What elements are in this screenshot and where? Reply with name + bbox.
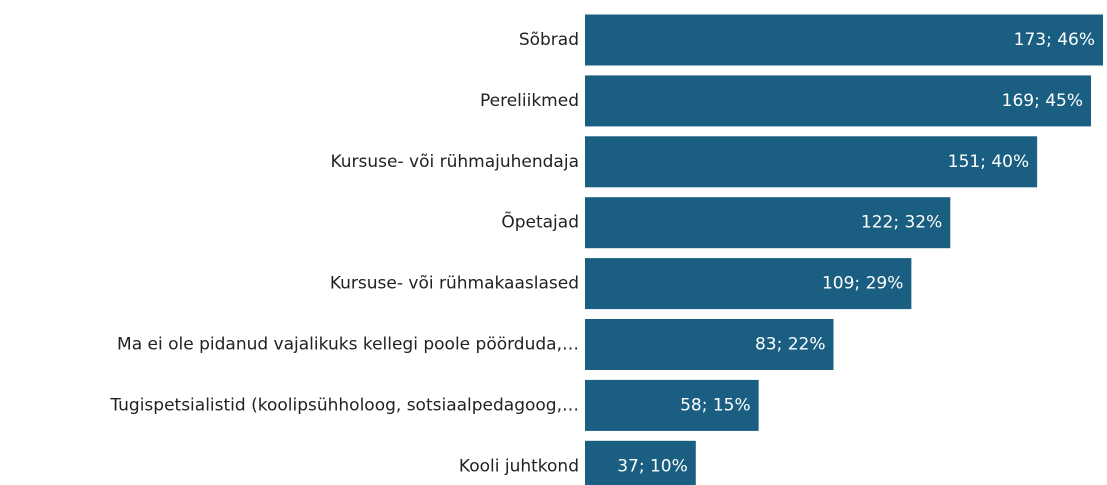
category-label: Sõbrad [519,30,579,50]
bar [585,379,759,431]
value-label: 58; 15% [680,395,751,415]
category-label: Kooli juhtkond [459,456,579,476]
bar [585,136,1038,188]
value-label: 151; 40% [948,152,1029,172]
category-label: Pereliikmed [480,91,579,111]
value-label: 37; 10% [617,456,688,476]
value-label: 173; 46% [1014,30,1095,50]
category-label: Kursuse- või rühmajuhendaja [330,152,579,172]
category-label: Ma ei ole pidanud vajalikuks kellegi poo… [117,335,579,355]
bar [585,14,1103,66]
bar [585,258,912,310]
value-label: 169; 45% [1002,91,1083,111]
value-label: 83; 22% [755,335,826,355]
category-label: Kursuse- või rühmakaaslased [330,274,579,294]
value-label: 109; 29% [822,274,903,294]
category-label: Tugispetsialistid (koolipsühholoog, sots… [109,395,579,415]
bar [585,319,834,370]
bar [585,75,1092,127]
bar [585,440,696,485]
bar [585,197,951,249]
value-label: 122; 32% [861,213,942,233]
category-label: Õpetajad [501,211,579,233]
